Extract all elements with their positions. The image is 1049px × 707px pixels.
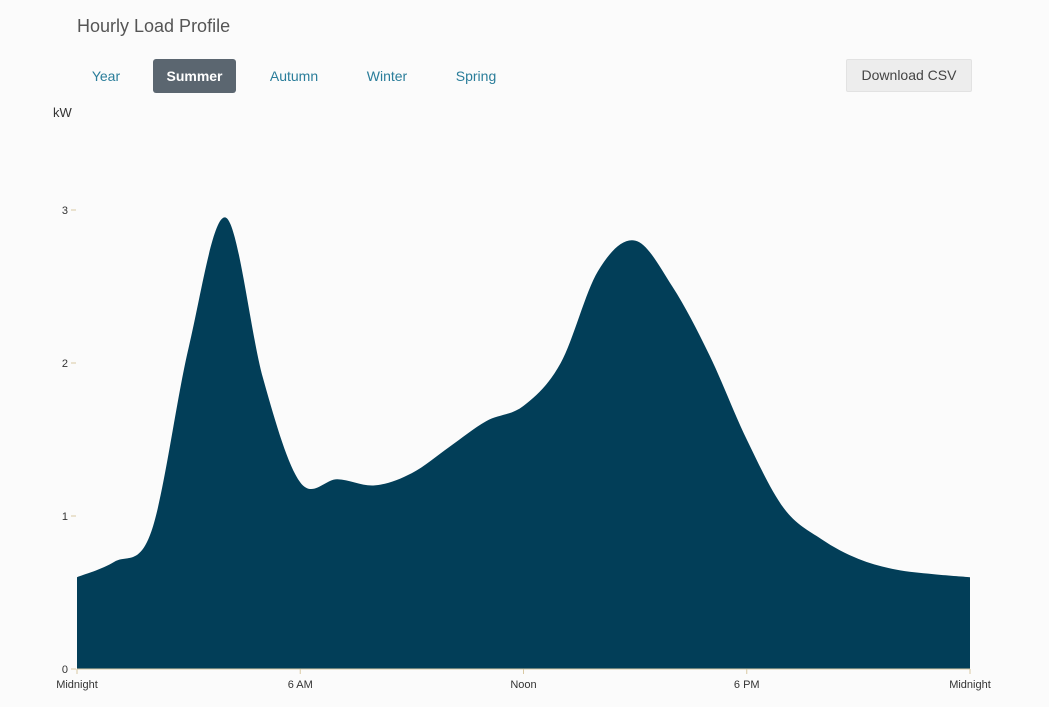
x-tick-label: 6 AM bbox=[288, 679, 313, 691]
chart-title: Hourly Load Profile bbox=[77, 16, 231, 36]
x-tick-label: Noon bbox=[510, 679, 536, 691]
tab-winter[interactable]: Winter bbox=[366, 68, 408, 84]
tab-autumn[interactable]: Autumn bbox=[269, 68, 319, 84]
y-tick-label: 3 bbox=[62, 205, 68, 217]
load-area-series bbox=[77, 217, 970, 669]
y-tick-label: 0 bbox=[62, 664, 68, 676]
y-tick-label: 2 bbox=[62, 358, 68, 370]
download-csv-button[interactable]: Download CSV bbox=[846, 59, 972, 92]
y-axis-unit-label: kW bbox=[53, 105, 72, 120]
y-tick-label: 1 bbox=[62, 511, 68, 523]
tab-summer[interactable]: Summer bbox=[153, 59, 236, 93]
x-tick-label: Midnight bbox=[56, 679, 98, 691]
tab-year[interactable]: Year bbox=[91, 68, 121, 84]
x-tick-label: Midnight bbox=[949, 679, 991, 691]
x-tick-label: 6 PM bbox=[734, 679, 760, 691]
tab-spring[interactable]: Spring bbox=[455, 68, 497, 84]
